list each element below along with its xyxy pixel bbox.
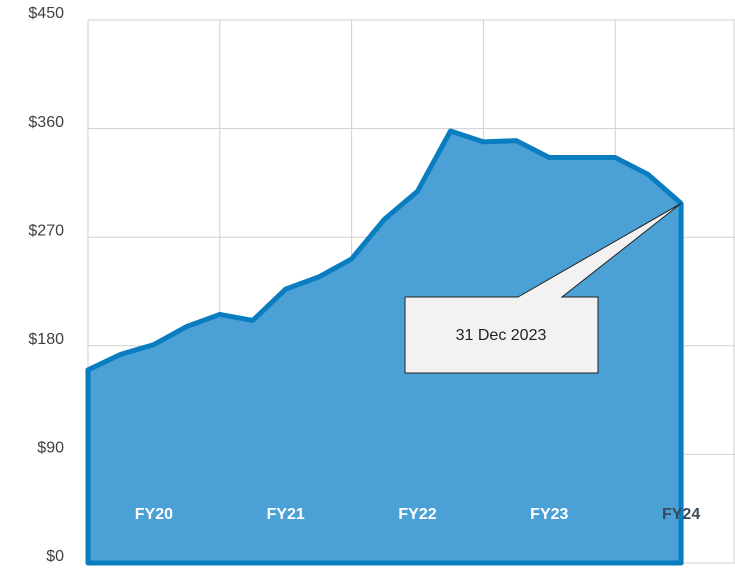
period-label: FY23 (530, 506, 568, 523)
period-label: FY21 (267, 506, 305, 523)
area-fill (85, 128, 684, 566)
y-tick-label: $360 (28, 114, 64, 131)
period-label: FY22 (398, 506, 436, 523)
y-tick-label: $90 (37, 440, 64, 457)
y-tick-label: $180 (28, 331, 64, 348)
period-label: FY24 (662, 506, 700, 523)
callout-text: 31 Dec 2023 (456, 327, 547, 344)
y-tick-label: $270 (28, 222, 64, 239)
period-label: FY20 (135, 506, 173, 523)
y-tick-label: $0 (46, 548, 64, 565)
y-tick-label: $450 (28, 5, 64, 22)
callout (404, 202, 682, 374)
